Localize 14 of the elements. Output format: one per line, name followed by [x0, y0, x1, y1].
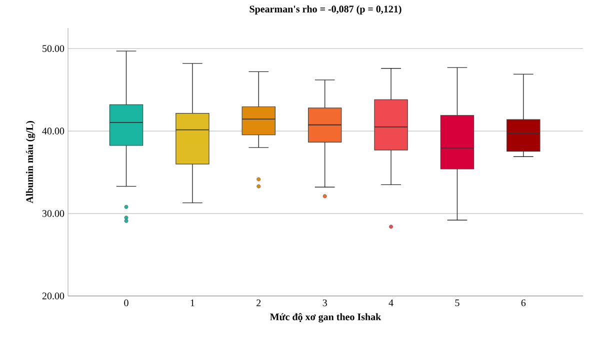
y-tick-label: 20.00 — [42, 292, 64, 300]
x-tick-label: 3 — [322, 300, 327, 306]
y-tick-label: 50.00 — [42, 45, 64, 52]
x-tick-label: 0 — [124, 300, 128, 306]
x-tick-label: 5 — [455, 300, 460, 306]
y-tick-label: 30.00 — [42, 210, 64, 217]
chart-title: Spearman's rho = -0,087 (p = 0,121) — [250, 5, 402, 14]
x-axis-title: Mức độ xơ gan theo Ishak — [270, 313, 382, 322]
y-tick-label: 40.00 — [42, 128, 64, 134]
x-tick-label: 6 — [521, 300, 526, 306]
x-tick-label: 2 — [256, 300, 261, 306]
y-axis-title: Albumin máu (g/L) — [26, 121, 36, 204]
x-tick-label: 4 — [388, 300, 394, 306]
x-tick-label: 1 — [190, 300, 194, 306]
